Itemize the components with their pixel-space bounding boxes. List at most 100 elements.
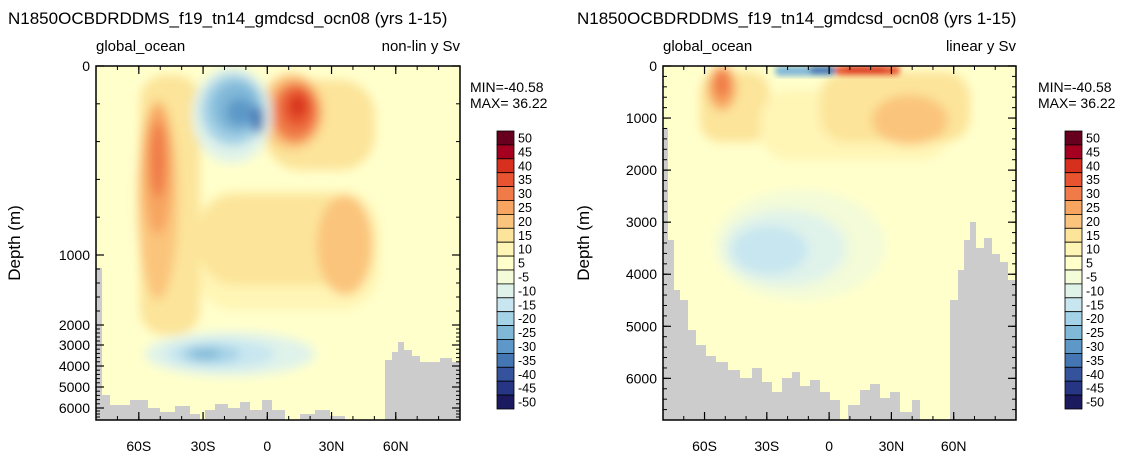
y-tick-label: 6000 xyxy=(626,370,657,386)
colorbar-label: -5 xyxy=(518,270,529,284)
y-tick-label: 2000 xyxy=(59,317,90,333)
colorbar-label: -30 xyxy=(518,340,536,354)
colorbar-label: 30 xyxy=(1086,187,1100,201)
colorbar-swatch xyxy=(1064,158,1083,174)
colorbar-swatch xyxy=(1064,352,1083,368)
colorbar-swatch xyxy=(1064,144,1083,160)
x-tick-label: 30N xyxy=(879,438,905,454)
colorbar-swatch xyxy=(496,380,515,396)
colorbar-swatch xyxy=(1064,172,1083,187)
min-label: MIN=-40.58 xyxy=(470,79,544,95)
colorbar-label: -5 xyxy=(1086,270,1097,284)
colorbar-swatch xyxy=(496,394,515,410)
colorbar-swatch xyxy=(1064,241,1083,257)
colorbar-swatch xyxy=(496,283,515,299)
colorbar-swatch xyxy=(496,130,515,146)
x-tick-label: 30N xyxy=(319,438,345,454)
max-label: MAX= 36.22 xyxy=(470,95,548,111)
colorbar-label: 15 xyxy=(1086,229,1100,243)
colorbar-label: 30 xyxy=(518,187,532,201)
colorbar-label: -35 xyxy=(1086,354,1104,368)
x-tick-label: 30S xyxy=(191,438,216,454)
colorbar-label: 25 xyxy=(1086,201,1100,215)
colorbar-swatch xyxy=(496,158,515,174)
colorbar-label: -45 xyxy=(518,382,536,396)
colorbar-swatch xyxy=(1064,297,1083,313)
colorbar-label: 20 xyxy=(518,215,532,229)
colorbar-label: 40 xyxy=(1086,159,1100,173)
colorbar-swatch xyxy=(1064,380,1083,396)
y-axis: 0 1000 2000 3000 4000 5000 6000 xyxy=(59,58,460,421)
colorbar-label: 35 xyxy=(518,173,532,187)
colorbar-label: 10 xyxy=(1086,243,1100,257)
colorbar-label: 25 xyxy=(518,201,532,215)
colorbar: 5045403530252015105-5-10-15-20-25-30-35-… xyxy=(496,130,536,410)
plot-area xyxy=(663,66,1016,420)
colorbar-label: 45 xyxy=(518,145,532,159)
y-tick-label: 0 xyxy=(82,58,90,74)
x-tick-label: 0 xyxy=(263,438,271,454)
y-tick-label: 3000 xyxy=(59,337,90,353)
y-tick-label: 4000 xyxy=(59,358,90,374)
y-tick-label: 2000 xyxy=(626,162,657,178)
colorbar-label: -40 xyxy=(1086,368,1104,382)
colorbar-label: -15 xyxy=(518,298,536,312)
contour-fill xyxy=(138,67,380,376)
colorbar-swatch xyxy=(496,186,515,201)
colorbar-swatch xyxy=(496,325,515,340)
x-axis: 60S 30S 0 30N 60N xyxy=(662,66,1017,454)
colorbar-label: 35 xyxy=(1086,173,1100,187)
y-tick-label: 1000 xyxy=(59,247,90,263)
colorbar-label: 40 xyxy=(518,159,532,173)
colorbar-swatch xyxy=(496,297,515,313)
colorbar-label: 5 xyxy=(1086,257,1093,271)
colorbar-swatch xyxy=(496,172,515,187)
y-tick-label: 0 xyxy=(649,58,657,74)
colorbar-swatch xyxy=(496,339,515,354)
colorbar-label: 5 xyxy=(518,257,525,271)
units-label: non-lin y Sv xyxy=(382,38,461,55)
colorbar-swatch xyxy=(496,241,515,257)
panel-title: N1850OCBDRDDMS_f19_tn14_gmdcsd_ocn08 (yr… xyxy=(8,9,447,28)
colorbar-swatch xyxy=(1064,255,1083,271)
y-tick-label: 4000 xyxy=(626,266,657,282)
y-tick-label: 5000 xyxy=(59,379,90,395)
colorbar-label: -10 xyxy=(1086,284,1104,298)
colorbar-swatch xyxy=(1064,311,1083,327)
x-axis: 60S 30S 0 30N 60N xyxy=(95,66,461,454)
colorbar-label: -20 xyxy=(1086,312,1104,326)
y-axis-label: Depth (m) xyxy=(574,205,593,281)
colorbar-swatch xyxy=(1064,269,1083,285)
region-label: global_ocean xyxy=(96,38,185,55)
contour-fill xyxy=(700,66,970,300)
colorbar-swatch xyxy=(496,366,515,382)
colorbar-label: 20 xyxy=(1086,215,1100,229)
panel-title: N1850OCBDRDDMS_f19_tn14_gmdcsd_ocn08 (yr… xyxy=(577,9,1016,28)
plot-area xyxy=(96,66,460,420)
colorbar-swatch xyxy=(1064,394,1083,410)
colorbar-label: 45 xyxy=(1086,145,1100,159)
colorbar-swatch xyxy=(496,352,515,368)
colorbar-label: -15 xyxy=(1086,298,1104,312)
colorbar-label: -45 xyxy=(1086,382,1104,396)
max-label: MAX= 36.22 xyxy=(1038,95,1116,111)
y-tick-label: 3000 xyxy=(626,214,657,230)
colorbar-label: 10 xyxy=(518,243,532,257)
colorbar-swatch xyxy=(1064,213,1083,229)
colorbar-label: 50 xyxy=(518,131,532,145)
panel-right: N1850OCBDRDDMS_f19_tn14_gmdcsd_ocn08 (yr… xyxy=(574,9,1116,454)
units-label: linear y Sv xyxy=(946,38,1017,55)
colorbar-swatch xyxy=(496,269,515,285)
colorbar-label: 15 xyxy=(518,229,532,243)
colorbar-label: -50 xyxy=(1086,396,1104,410)
region-label: global_ocean xyxy=(663,38,752,55)
plot-frame xyxy=(95,65,461,421)
min-label: MIN=-40.58 xyxy=(1038,79,1112,95)
y-tick-label: 5000 xyxy=(626,318,657,334)
surface-features xyxy=(775,66,900,76)
y-axis: 0 1000 2000 3000 4000 5000 6000 xyxy=(626,58,1016,421)
x-tick-label: 60S xyxy=(126,438,151,454)
colorbar-swatch xyxy=(1064,130,1083,146)
colorbar-label: -20 xyxy=(518,312,536,326)
